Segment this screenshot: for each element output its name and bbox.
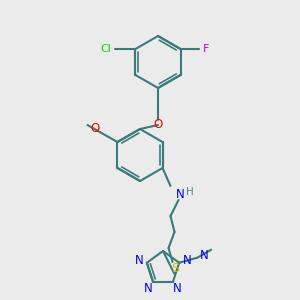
Text: N: N <box>144 282 153 295</box>
Text: H: H <box>186 187 194 197</box>
Text: N: N <box>173 282 182 295</box>
Text: N: N <box>200 249 208 262</box>
Text: S: S <box>172 262 179 275</box>
Text: N: N <box>182 254 191 267</box>
Text: O: O <box>91 122 100 136</box>
Text: F: F <box>203 44 210 54</box>
Text: N: N <box>135 254 144 267</box>
Text: N: N <box>176 188 185 200</box>
Text: Cl: Cl <box>100 44 111 54</box>
Text: O: O <box>153 118 163 131</box>
